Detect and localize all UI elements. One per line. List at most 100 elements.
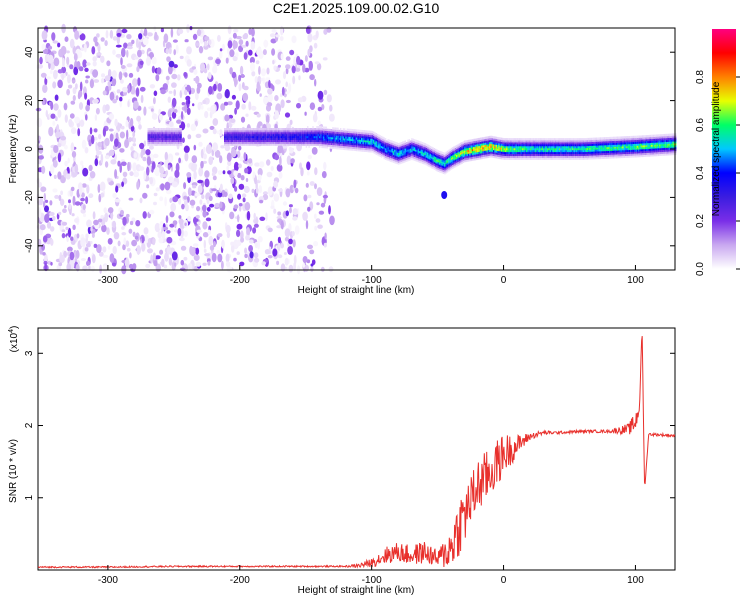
spectrogram-cell (304, 141, 306, 144)
spectrogram-cell (312, 141, 314, 144)
spectrogram-cell (187, 187, 192, 197)
spectrogram-cell (384, 157, 387, 160)
spectrogram-cell (113, 232, 120, 240)
spectrogram-cell (615, 138, 618, 141)
spectrogram-cell (159, 196, 164, 202)
spectrogram-cell (486, 142, 488, 145)
spectrogram-cell (92, 60, 97, 67)
spectrogram-cell (438, 154, 441, 157)
spectrogram-cell (267, 227, 273, 233)
spectrogram-cell (601, 156, 603, 159)
spectrogram-cell (499, 152, 501, 156)
spectrogram-cell (263, 128, 265, 131)
spectrogram-cell (511, 145, 513, 149)
spectrogram-cell (460, 148, 462, 151)
spectrogram-cell (520, 142, 523, 145)
spectrogram-cell (317, 133, 319, 137)
spectrogram-cell (50, 261, 53, 266)
spectrogram-cell (262, 128, 264, 131)
spectrogram-cell (605, 139, 607, 142)
spectrogram-cell (361, 135, 363, 139)
spectrogram-cell (510, 142, 512, 145)
spectrogram-cell (386, 142, 388, 145)
spectrogram-cell (597, 151, 599, 154)
spectrogram-cell (349, 146, 351, 149)
spectrogram-cell (407, 155, 409, 158)
spectrogram-cell (74, 116, 80, 124)
spectrogram-cell (399, 152, 401, 155)
spectrogram-cell (467, 149, 470, 152)
spectrogram-cell (432, 155, 434, 158)
spectrogram-cell (254, 141, 256, 144)
spectrogram-cell (107, 207, 114, 214)
spectrogram-cell (602, 156, 604, 159)
spectrogram-cell (120, 125, 125, 130)
spectrogram-cell (301, 128, 304, 131)
spectrogram-cell (562, 153, 565, 156)
spectrogram-cell (179, 55, 184, 60)
spectrogram-cell (231, 71, 237, 79)
spectrogram-cell (366, 149, 368, 153)
spectrogram-cell (204, 170, 210, 178)
spectrogram-cell (556, 149, 558, 153)
spectrogram-cell (424, 148, 426, 152)
spectrogram-cell (556, 157, 558, 160)
spectrogram-cell (494, 150, 496, 153)
spectrogram-cell (421, 155, 424, 158)
spectrogram-cell (267, 255, 273, 259)
spectrogram-cell (489, 139, 491, 143)
spectrogram-cell (238, 83, 242, 91)
spectrogram-cell (514, 143, 516, 147)
spectrogram-cell (548, 143, 550, 147)
spectrogram-cell (448, 153, 450, 156)
spectrogram-cell (553, 142, 556, 145)
spectrogram-cell (376, 153, 379, 156)
spectrogram-cell (584, 157, 586, 160)
spectrogram-cell (502, 143, 504, 147)
spectrogram-cell (461, 157, 463, 160)
spectrogram-cell (475, 146, 478, 149)
spectrogram-cell (614, 146, 616, 149)
spectrogram-cell (466, 142, 468, 145)
spectrogram-cell (431, 150, 433, 153)
spectrogram-cell (524, 143, 527, 147)
spectrogram-cell (607, 156, 610, 159)
spectrogram-cell (49, 200, 53, 206)
spectrogram-cell (467, 153, 470, 156)
spectrogram-cell (204, 178, 210, 188)
spectrogram-cell (498, 148, 500, 152)
spectrogram-cell (179, 135, 181, 139)
spectrogram-cell (578, 143, 581, 147)
spectrogram-cell (126, 63, 133, 68)
spectrogram-cell (374, 142, 376, 145)
spectrogram-cell (551, 140, 553, 143)
spectrogram-cell (529, 155, 532, 158)
spectrogram-cell (462, 149, 465, 152)
spectrogram-cell (469, 139, 471, 142)
spectrogram-cell (564, 145, 566, 149)
spectrogram-cell (464, 158, 466, 161)
spectrogram-cell (155, 128, 157, 131)
spectrogram-cell (337, 145, 339, 148)
spectrogram-cell (65, 226, 69, 231)
spectrogram-cell (603, 139, 606, 142)
spectrogram-cell (152, 135, 155, 139)
spectrogram-cell (71, 151, 77, 158)
spectrogram-cell (276, 133, 279, 137)
spectrogram-cell (590, 147, 592, 150)
spectrogram-cell (518, 145, 520, 149)
spectrogram-cell (598, 139, 600, 142)
spectrogram-cell (147, 141, 149, 144)
spectrogram-cell (268, 141, 271, 144)
spectrogram-cell (311, 143, 313, 146)
spectrogram-cell (256, 143, 259, 146)
spectrogram-cell (399, 146, 401, 149)
spectrogram-cell (293, 254, 297, 265)
spectrogram-cell (398, 154, 400, 157)
spectrogram-cell (329, 113, 335, 122)
spectrogram-cell (129, 117, 134, 127)
spectrogram-cell (441, 157, 443, 160)
spectrogram-cell (236, 229, 241, 237)
spectrogram-cell (246, 137, 248, 140)
spectrogram-cell (606, 150, 608, 153)
